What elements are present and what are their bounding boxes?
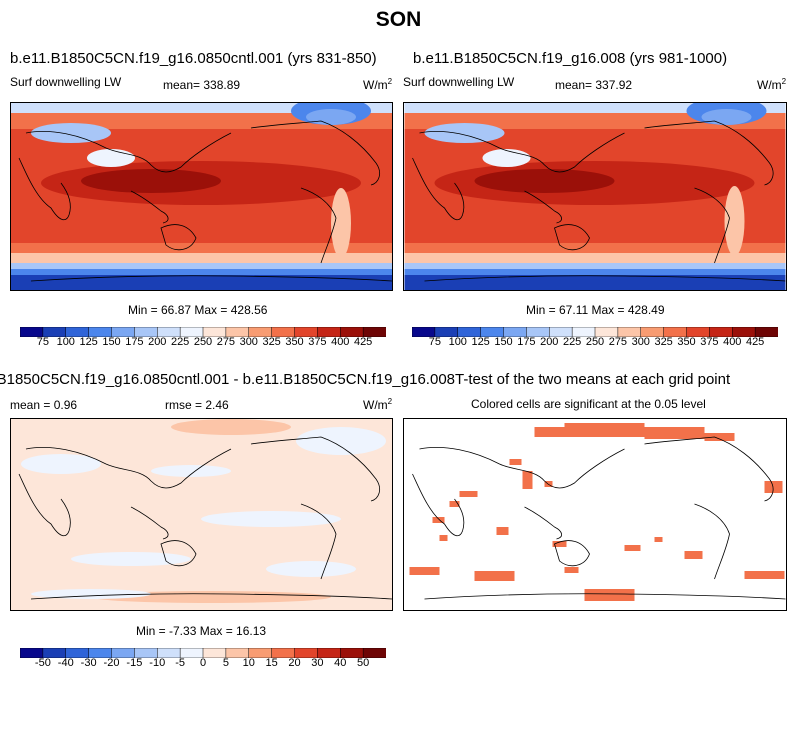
units-label-bottom-left: W/m2 [363, 397, 393, 412]
colorbar-top-right-tick-label: 250 [585, 336, 605, 348]
colorbar-top-right-tick-label: 75 [428, 336, 441, 348]
colorbar-top-left-tick-label: 175 [125, 336, 144, 348]
colorbar-top-left-tick-label: 325 [262, 336, 281, 348]
colorbar-top-left-tick-label: 200 [148, 336, 167, 348]
variable-label-top-right: Surf downwelling LW [403, 75, 515, 89]
mean-label-bottom-left: mean = 0.96 [10, 398, 78, 412]
colorbar-top-right-tick-label: 375 [700, 336, 719, 348]
colorbar-bottom-left-tick-label: -40 [57, 657, 74, 669]
colorbar-top-left-tick-label: 400 [331, 336, 350, 348]
units-label-top-right: W/m2 [757, 77, 787, 92]
colorbar-bottom-left-tick-label: 20 [288, 657, 301, 669]
colorbar-top-right-tick-label: 100 [448, 336, 467, 348]
stats-top-left: Min = 66.87 Max = 428.56 [128, 303, 268, 317]
colorbar-top-left-tick-label: 275 [216, 336, 236, 348]
map-bottom-left [10, 418, 393, 611]
colorbar-labels-top-right: 75 100 125 150 175 200 225 250 275 300 325 350 375 40… [412, 336, 778, 350]
colorbar-top-left-tick-label: 125 [79, 336, 98, 348]
mean-label-top-right: mean= 337.92 [555, 78, 633, 92]
colorbar-bottom-left-tick-label: -30 [80, 657, 97, 669]
colorbar-labels-bottom-left: -50 -40 -30 -20 -15 -10 -5 0 5 10 15 20 30 40 50 [20, 657, 386, 671]
colorbar-bottom-left-tick-label: -15 [126, 657, 143, 669]
map-image-top-right [404, 103, 786, 290]
panel-title-bottom-left: b.e11.B1850C5CN.f19_g16.0850cntl.001 - b… [0, 371, 455, 388]
colorbar-top-right-tick-label: 150 [494, 336, 513, 348]
map-image-bottom-right [404, 419, 786, 610]
colorbar-top-left-tick-label: 375 [308, 336, 327, 348]
colorbar-top-right-tick-label: 400 [723, 336, 742, 348]
map-image-top-left [11, 103, 392, 290]
colorbar-bottom-left-tick-label: -10 [149, 657, 166, 669]
mean-label-top-left: mean= 338.89 [163, 78, 241, 92]
colorbar-bottom-left-tick-label: 40 [334, 657, 347, 669]
panel-title-top-left: b.e11.B1850C5CN.f19_g16.0850cntl.001 (yr… [10, 50, 377, 67]
colorbar-bottom-left-tick-label: 0 [199, 657, 207, 669]
colorbar-top-right-tick-label: 300 [631, 336, 650, 348]
subtitle-bottom-right: Colored cells are significant at the 0.0… [471, 397, 706, 411]
colorbar-top-right-tick-label: 350 [677, 336, 696, 348]
colorbar-bottom-left-tick-label: -20 [103, 657, 120, 669]
colorbar-bottom-left-tick-label: 50 [357, 657, 370, 669]
colorbar-top-left-tick-label: 75 [36, 336, 49, 348]
colorbar-bottom-left: -50 -40 -30 -20 -15 -10 -5 0 5 10 15 20 30 40 50 [19, 645, 387, 669]
panel-title-clip-bottom-left: b.e11.B1850C5CN.f19_g16.0850cntl.001 - b… [0, 368, 455, 390]
colorbar-top-right-tick-label: 325 [654, 336, 673, 348]
units-label-top-left: W/m2 [363, 77, 393, 92]
colorbar-top-left-tick-label: 425 [353, 336, 373, 348]
colorbar-top-right-tick-label: 225 [562, 336, 582, 348]
colorbar-top-right-tick-label: 125 [471, 336, 490, 348]
map-top-right [403, 102, 787, 291]
map-top-left [10, 102, 393, 291]
variable-label-top-left: Surf downwelling LW [10, 75, 122, 89]
colorbar-top-left: 75 100 125 150 175 200 225 250 275 300 325 350 375 40… [19, 324, 387, 348]
colorbar-top-left-tick-label: 150 [102, 336, 121, 348]
map-image-bottom-left [11, 419, 392, 610]
colorbar-labels-top-left: 75 100 125 150 175 200 225 250 275 300 325 350 375 40… [20, 336, 386, 350]
colorbar-bottom-left-tick-label: 5 [222, 657, 229, 669]
colorbar-swatches-bottom-left [19, 647, 387, 659]
colorbar-bottom-left-tick-label: 30 [311, 657, 324, 669]
stats-top-right: Min = 67.11 Max = 428.49 [526, 303, 665, 317]
colorbar-top-right-tick-label: 425 [745, 336, 765, 348]
colorbar-top-left-tick-label: 250 [193, 336, 213, 348]
rmse-label-bottom-left: rmse = 2.46 [165, 398, 229, 412]
colorbar-bottom-left-tick-label: -50 [34, 657, 51, 669]
colorbar-bottom-left-tick-label: 10 [242, 657, 255, 669]
figure-title: SON [375, 8, 422, 31]
colorbar-top-left-tick-label: 300 [239, 336, 258, 348]
panel-title-bottom-right: T-test of the two means at each grid poi… [455, 371, 731, 388]
colorbar-top-right: 75 100 125 150 175 200 225 250 275 300 325 350 375 40… [411, 324, 779, 348]
colorbar-top-left-tick-label: 350 [285, 336, 304, 348]
colorbar-top-right-tick-label: 200 [540, 336, 559, 348]
colorbar-top-right-tick-label: 175 [517, 336, 536, 348]
colorbar-swatches-top-left [19, 326, 387, 338]
colorbar-bottom-left-tick-label: -5 [175, 657, 186, 669]
colorbar-top-left-tick-label: 225 [170, 336, 190, 348]
colorbar-top-left-tick-label: 100 [56, 336, 75, 348]
colorbar-swatches-top-right [411, 326, 779, 338]
stats-bottom-left: Min = -7.33 Max = 16.13 [136, 624, 267, 638]
map-bottom-right [403, 418, 787, 611]
panel-title-top-right: b.e11.B1850C5CN.f19_g16.008 (yrs 981-100… [413, 50, 728, 67]
colorbar-bottom-left-tick-label: 15 [265, 657, 278, 669]
colorbar-top-right-tick-label: 275 [608, 336, 628, 348]
